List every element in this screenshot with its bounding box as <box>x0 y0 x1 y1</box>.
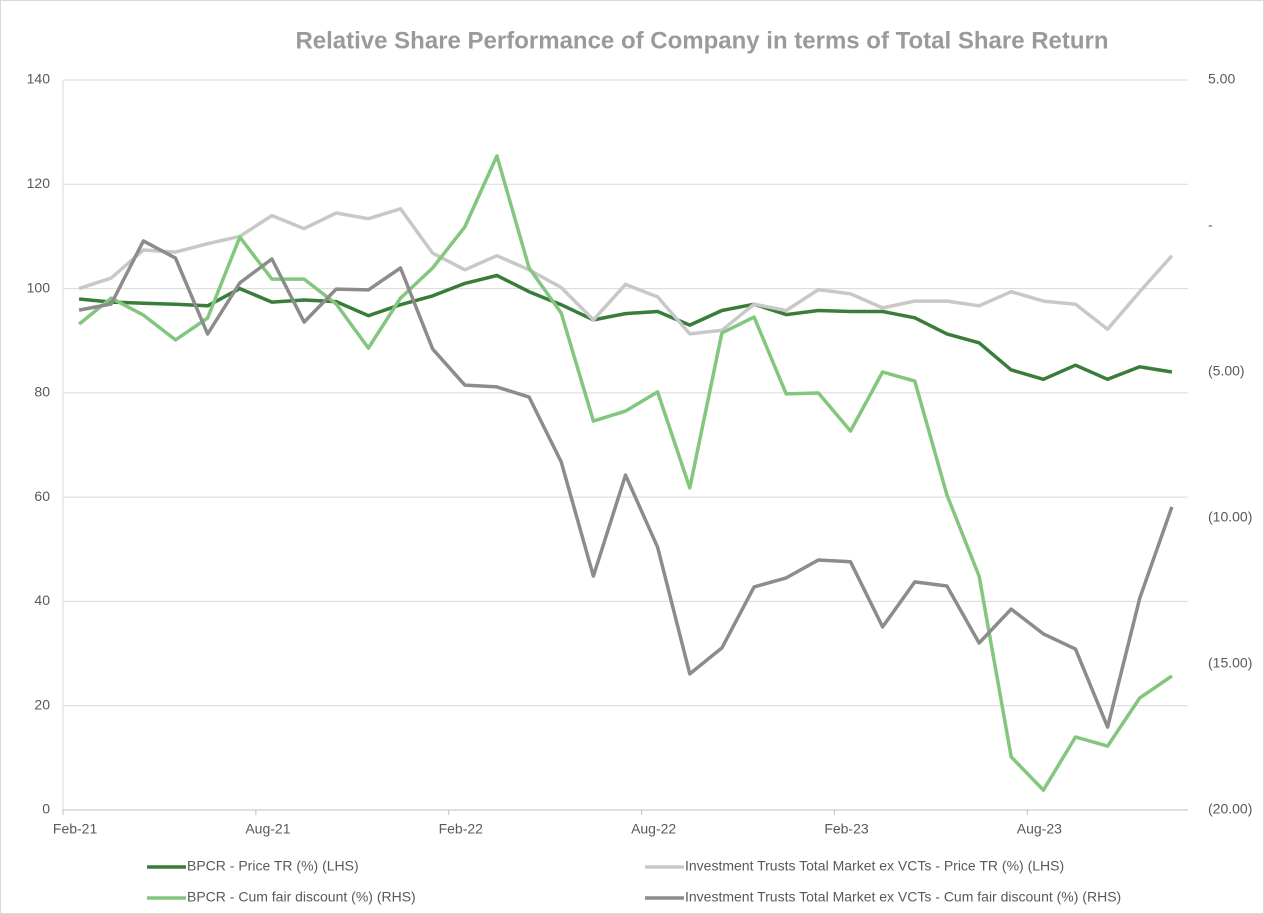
y2-tick-label: (5.00) <box>1208 363 1245 379</box>
x-tick-label: Aug-23 <box>1017 821 1062 837</box>
legend-label: BPCR - Cum fair discount (%) (RHS) <box>187 889 416 905</box>
y-tick-label: 80 <box>34 384 50 400</box>
y2-tick-label: (20.00) <box>1208 801 1252 817</box>
y-tick-label: 40 <box>34 592 50 608</box>
y-tick-label: 100 <box>27 279 51 295</box>
series-line <box>78 207 1174 336</box>
x-tick-label: Aug-22 <box>631 821 676 837</box>
y-tick-label: 140 <box>27 71 51 87</box>
chart-title: Relative Share Performance of Company in… <box>295 27 1108 54</box>
legend-label: BPCR - Price TR (%) (LHS) <box>187 858 359 874</box>
y-tick-label: 60 <box>34 488 50 504</box>
y2-tick-label: 5.00 <box>1208 71 1235 87</box>
y2-tick-label: (15.00) <box>1208 655 1252 671</box>
legend-label: Investment Trusts Total Market ex VCTs -… <box>685 889 1121 905</box>
y2-tick-label: (10.00) <box>1208 509 1252 525</box>
series-line <box>78 239 1174 729</box>
x-tick-label: Feb-22 <box>439 821 484 837</box>
x-tick-label: Feb-21 <box>53 821 98 837</box>
legend-label: Investment Trusts Total Market ex VCTs -… <box>685 858 1064 874</box>
series-line <box>78 273 1173 382</box>
y-tick-label: 0 <box>42 801 50 817</box>
y-tick-label: 120 <box>27 175 51 191</box>
y-tick-label: 20 <box>34 696 50 712</box>
x-tick-label: Feb-23 <box>824 821 869 837</box>
x-tick-label: Aug-21 <box>245 821 290 837</box>
y2-tick-label: - <box>1208 217 1213 233</box>
